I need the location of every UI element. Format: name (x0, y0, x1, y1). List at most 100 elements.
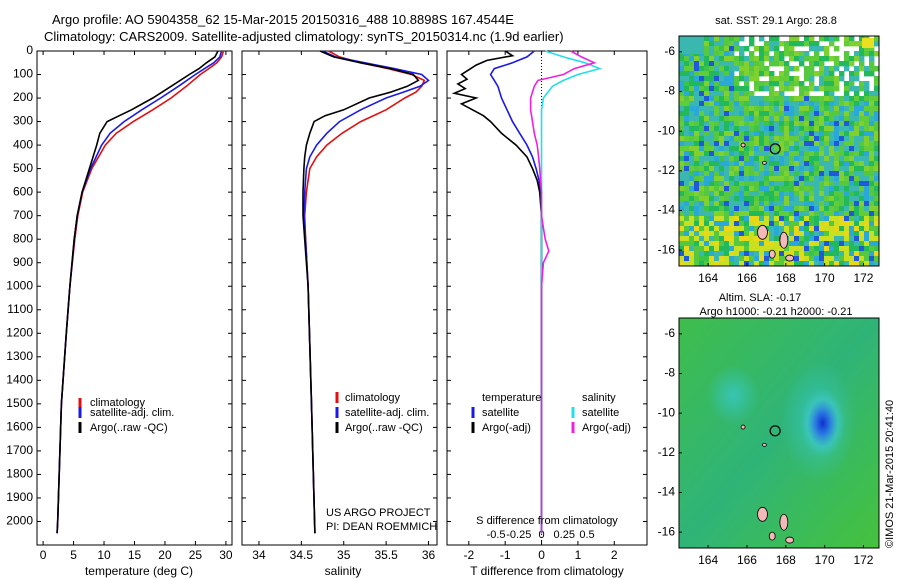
sst-cell (794, 196, 800, 202)
sst-cell (719, 176, 725, 182)
difference-legend: temperature satellite Argo(-adj) salinit… (471, 392, 631, 434)
sst-cell (824, 56, 830, 62)
sst-cell (854, 251, 860, 257)
sst-cell (684, 161, 690, 167)
sst-cell (804, 166, 810, 172)
sst-cell (724, 216, 730, 222)
sst-cell (729, 241, 735, 247)
sst-cell (864, 66, 870, 72)
sst-cell (704, 126, 710, 132)
sst-cell (844, 251, 850, 257)
sst-cell (729, 256, 735, 262)
sst-cell (774, 111, 780, 117)
sst-cell (739, 161, 745, 167)
sst-cell (709, 251, 715, 257)
sst-cell (864, 71, 870, 77)
sst-cell (859, 236, 865, 242)
sst-cell (849, 116, 855, 122)
sst-cell (839, 231, 845, 237)
sst-cell (809, 226, 815, 232)
legend-label-satellite: satellite-adj. clim. (345, 407, 429, 419)
sst-cell (769, 96, 775, 102)
sst-cell (809, 151, 815, 157)
sst-cell (814, 156, 820, 162)
sst-cell (819, 131, 825, 137)
sst-cell (734, 236, 740, 242)
sst-cell (689, 131, 695, 137)
sst-cell (749, 261, 755, 266)
y-tick-label: 500 (13, 161, 33, 175)
sst-cell (699, 151, 705, 157)
sst-cell (749, 66, 755, 72)
sst-cell (834, 231, 840, 237)
sst-cell (709, 101, 715, 107)
sst-cell (774, 161, 780, 167)
sst-cell (864, 146, 870, 152)
sst-cell (724, 66, 730, 72)
sst-cell (769, 226, 775, 232)
sst-cell (804, 216, 810, 222)
sst-cell (709, 181, 715, 187)
sst-cell (799, 156, 805, 162)
sst-cell (869, 256, 875, 262)
sst-cell (679, 86, 685, 92)
sst-cell (819, 76, 825, 82)
x-tick-label: 25 (189, 548, 203, 562)
sst-cell (859, 186, 865, 192)
sst-cell (794, 261, 800, 266)
sst-cell (724, 206, 730, 212)
sst-cell (859, 141, 865, 147)
sst-cell (754, 191, 760, 197)
sst-cell (809, 116, 815, 122)
sst-cell (824, 36, 830, 42)
sst-cell (844, 261, 850, 266)
sst-cell (764, 156, 770, 162)
sst-cell (784, 66, 790, 72)
sst-cell (689, 61, 695, 67)
sst-cell (714, 111, 720, 117)
sst-cell (864, 141, 870, 147)
sst-cell (719, 141, 725, 147)
sst-cell (814, 221, 820, 227)
sst-cell (729, 231, 735, 237)
sst-cell (774, 36, 780, 42)
sst-cell (809, 251, 815, 257)
legend-label-sal-satellite: satellite (582, 407, 619, 419)
sst-cell (704, 256, 710, 262)
sst-cell (869, 151, 875, 157)
sst-cell (764, 106, 770, 112)
sst-cell (709, 166, 715, 172)
sst-cell (759, 151, 765, 157)
sst-cell (694, 56, 700, 62)
sst-cell (869, 111, 875, 117)
sst-cell (749, 146, 755, 152)
sst-cell (819, 36, 825, 42)
sst-cell (849, 101, 855, 107)
sst-cell (814, 101, 820, 107)
sst-cell (774, 51, 780, 57)
sst-cell (789, 156, 795, 162)
sst-cell (854, 241, 860, 247)
sst-cell (784, 61, 790, 67)
sla-low (707, 365, 760, 426)
sst-cell (829, 86, 835, 92)
sst-cell (739, 256, 745, 262)
sst-cell (814, 46, 820, 52)
sst-cell (784, 166, 790, 172)
sst-cell (829, 41, 835, 47)
sst-cell (754, 156, 760, 162)
sst-cell (829, 71, 835, 77)
sst-cell (864, 186, 870, 192)
sst-cell (744, 86, 750, 92)
sst-cell (719, 136, 725, 142)
sst-cell (714, 141, 720, 147)
sst-cell (749, 121, 755, 127)
island (740, 424, 746, 430)
sst-cell (829, 141, 835, 147)
sst-cell (754, 116, 760, 122)
sst-cell (779, 56, 785, 62)
y-tick-label: -6 (664, 44, 675, 58)
legend-label-climatology: climatology (345, 392, 401, 404)
sst-cell (794, 216, 800, 222)
sst-cell (709, 131, 715, 137)
